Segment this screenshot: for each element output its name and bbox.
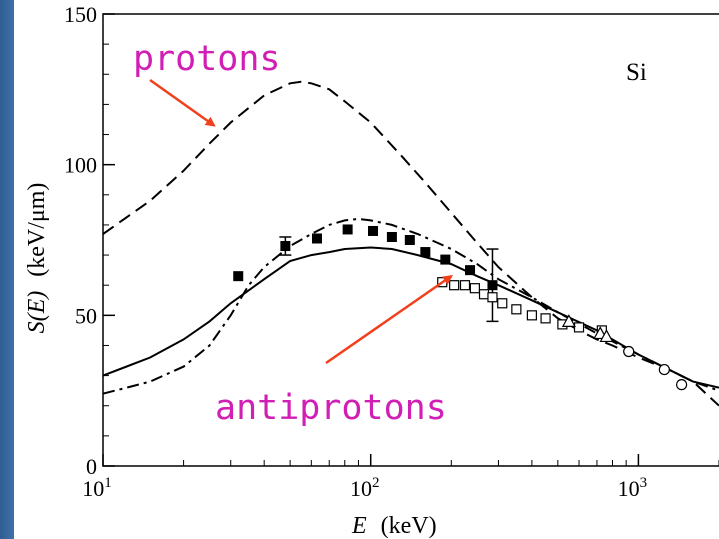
data-point-open-triangle [561, 314, 576, 327]
data-point-open-square [478, 289, 490, 300]
data-point-open-square [526, 310, 537, 321]
data-point-open-square [497, 298, 508, 309]
data-point-open-circle [623, 345, 635, 358]
plot-frame [102, 13, 719, 467]
data-point-open-triangle [599, 329, 614, 343]
data-point-open-square [540, 313, 551, 324]
data-point-open-square [487, 292, 498, 303]
data-point-filled-square [487, 280, 498, 291]
data-point-filled-square [311, 233, 322, 244]
slide-left-band [0, 0, 14, 539]
data-point-open-square [511, 304, 522, 315]
y-axis-variable: S(E) [24, 291, 50, 334]
data-point-filled-square [342, 224, 353, 235]
x-axis-variable: E [351, 513, 367, 539]
data-point-open-square [573, 322, 585, 333]
data-point-filled-square [440, 254, 451, 265]
x-tick-label: 102 [350, 475, 380, 501]
dash-dot-curve [103, 217, 719, 395]
data-point-open-square [449, 280, 460, 291]
antiprotons-label: antiprotons [215, 388, 447, 428]
protons-arrow [149, 78, 216, 127]
material-label: Si [626, 59, 647, 86]
data-point-filled-square [233, 271, 244, 282]
data-point-open-square [459, 280, 471, 291]
y-tick-label: 0 [86, 454, 97, 479]
data-point-filled-square [368, 225, 379, 236]
dashed-curve [103, 80, 719, 407]
data-point-open-circle [658, 363, 670, 376]
data-point-filled-square [280, 241, 291, 252]
data-point-open-circle [676, 379, 688, 391]
x-tick-label: 101 [82, 475, 112, 501]
x-tick-label: 103 [618, 475, 648, 501]
y-tick-label: 50 [75, 303, 97, 328]
data-point-filled-square [386, 231, 397, 242]
x-axis-unit: (keV) [381, 513, 437, 539]
y-tick-label: 100 [64, 153, 97, 178]
solid-curve [103, 246, 719, 389]
data-point-filled-square [404, 235, 415, 245]
marker-layer [233, 224, 688, 391]
x-axis-title: E (keV) [351, 513, 437, 539]
data-point-filled-square [465, 265, 476, 276]
protons-label: protons [133, 39, 281, 79]
y-axis-title: S(E) (keV/μm) [24, 183, 50, 334]
y-axis-unit: (keV/μm) [24, 183, 50, 277]
antiprotons-arrow [325, 275, 453, 365]
y-tick-label: 150 [64, 2, 97, 27]
data-point-open-square [469, 283, 480, 294]
tick-layer: 0 50 100 150 101 102 103 [64, 2, 719, 501]
data-point-filled-square [420, 247, 431, 258]
